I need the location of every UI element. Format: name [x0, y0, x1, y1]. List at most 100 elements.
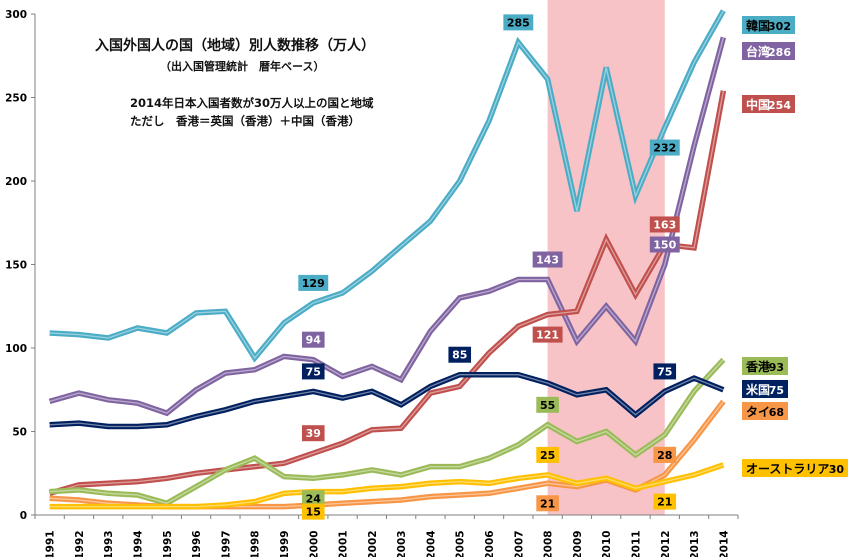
label-box — [301, 331, 325, 348]
label-text: 232 — [653, 142, 676, 155]
label-text: 39 — [306, 427, 321, 440]
end-label-box — [742, 380, 788, 398]
label-box — [532, 251, 563, 268]
label-text: 55 — [540, 399, 555, 412]
callout-台湾-2008: 143 — [532, 251, 563, 268]
label-layer: 1292852329414315039121163245548758575212… — [298, 14, 848, 520]
x-tick-label: 2012 — [660, 530, 672, 557]
label-text: 25 — [540, 449, 555, 462]
chart-note-2: ただし 香港＝英国（香港）＋中国（香港） — [130, 114, 360, 128]
end-label-value: 93 — [769, 361, 784, 374]
end-label-name: 米国 — [746, 382, 770, 397]
label-box — [653, 493, 677, 510]
series-line-inner — [49, 464, 724, 508]
series-line-inner — [49, 374, 724, 428]
end-label-value: 68 — [769, 406, 784, 419]
series-米国 — [49, 371, 725, 430]
callout-香港-2000: 24 — [301, 490, 325, 507]
chart-title: 入国外国人の国（地域）別人数推移（万人） — [95, 37, 375, 54]
series-line-inner — [49, 37, 725, 414]
x-tick-label: 2011 — [630, 530, 642, 557]
label-box — [301, 363, 325, 380]
series-line-outer — [48, 36, 727, 417]
series-line-outer — [49, 462, 725, 510]
x-tick-label: 2002 — [367, 530, 379, 557]
x-tick-label: 2008 — [543, 530, 555, 557]
label-box — [301, 490, 325, 507]
x-tick-label: 1993 — [103, 530, 115, 557]
label-box — [649, 139, 680, 156]
x-tick-label: 1994 — [133, 530, 145, 557]
callout-台湾-2012: 150 — [649, 236, 680, 253]
x-tick-label: 2004 — [425, 530, 437, 557]
label-box — [448, 346, 472, 363]
series-line-inner — [49, 359, 724, 504]
y-tick-label: 250 — [5, 93, 27, 105]
end-label-value: 286 — [768, 46, 791, 59]
end-label-name: オーストラリア — [746, 462, 829, 476]
callout-米国-2005: 85 — [448, 346, 472, 363]
x-tick-label: 2003 — [396, 530, 408, 557]
series-line-outer — [49, 371, 725, 430]
series-line-outer — [49, 357, 726, 507]
x-tick-label: 2000 — [308, 530, 320, 557]
callout-香港-2008: 55 — [536, 396, 559, 413]
end-label-name: 台湾 — [746, 44, 770, 59]
end-label-box — [742, 42, 795, 60]
y-tick-label: 0 — [20, 510, 27, 522]
label-text: 121 — [536, 329, 559, 342]
label-box — [503, 14, 534, 31]
callout-タイ-2012: 28 — [653, 446, 677, 463]
x-tick-label: 2001 — [338, 530, 350, 557]
label-box — [649, 216, 680, 233]
x-tick-label: 2014 — [718, 530, 730, 557]
callout-台湾-2000: 94 — [301, 331, 325, 348]
x-tick-label: 1992 — [74, 530, 86, 557]
label-text: 163 — [653, 218, 676, 231]
label-box — [301, 425, 325, 442]
callout-オーストラリア-2008: 25 — [536, 446, 559, 463]
label-box — [301, 503, 325, 520]
chart-note-1: 2014年日本入国者数が30万人以上の国と地域 — [130, 96, 374, 110]
chart-subtitle: （出入国管理統計 暦年ベース） — [160, 59, 324, 73]
x-tick-label: 1999 — [279, 530, 291, 557]
series-オーストラリア — [49, 462, 725, 510]
label-text: 129 — [302, 277, 325, 290]
callout-米国-2012: 75 — [653, 363, 677, 380]
label-text: 21 — [657, 496, 672, 509]
end-label-name: 香港 — [745, 359, 771, 374]
x-tick-label: 2013 — [689, 530, 701, 557]
label-box — [298, 274, 329, 291]
end-label-box — [742, 459, 848, 477]
callout-オーストラリア-2012: 21 — [653, 493, 677, 510]
label-text: 75 — [657, 365, 672, 378]
callout-韓国-2007: 285 — [503, 14, 534, 31]
title-block: 入国外国人の国（地域）別人数推移（万人） （出入国管理統計 暦年ベース） 201… — [95, 37, 375, 128]
label-box — [653, 363, 677, 380]
end-label-value: 30 — [829, 463, 845, 476]
series-中国 — [48, 90, 727, 496]
series-line-outer — [49, 9, 726, 363]
label-text: 94 — [306, 334, 322, 347]
series-香港 — [49, 357, 726, 507]
x-tick-label: 1997 — [220, 530, 232, 557]
label-text: 75 — [306, 365, 321, 378]
series-line-inner — [49, 10, 724, 360]
label-box — [532, 326, 563, 343]
y-tick-label: 300 — [5, 9, 27, 21]
end-label-name: 中国 — [746, 97, 770, 112]
y-tick-label: 50 — [12, 427, 27, 439]
series-line-outer — [48, 90, 727, 496]
x-tick-label: 1995 — [162, 530, 174, 557]
end-label-value: 302 — [768, 20, 791, 33]
callout-韓国-2000: 129 — [298, 274, 329, 291]
y-tick-label: 100 — [5, 343, 27, 355]
label-box — [536, 446, 559, 463]
x-tick-label: 2006 — [484, 530, 496, 557]
x-tick-label: 2009 — [572, 530, 584, 557]
callout-韓国-2012: 232 — [649, 139, 680, 156]
